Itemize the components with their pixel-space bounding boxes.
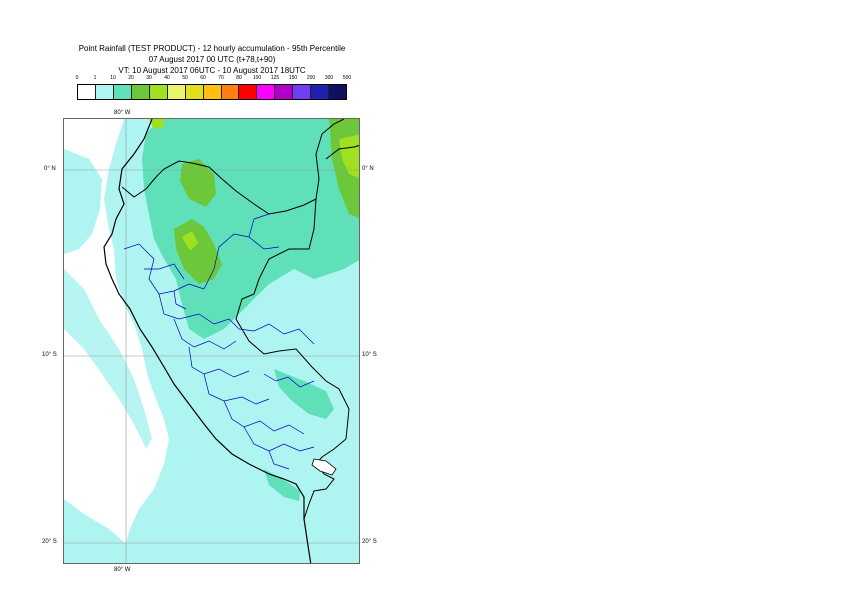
legend-swatch bbox=[149, 85, 168, 99]
legend-tick: 100 bbox=[252, 75, 262, 81]
rain-band-offshore bbox=[64, 269, 152, 449]
coastline bbox=[103, 119, 312, 563]
legend-swatch bbox=[167, 85, 186, 99]
legend-swatch bbox=[185, 85, 204, 99]
title-line-1: Point Rainfall (TEST PRODUCT) - 12 hourl… bbox=[78, 44, 346, 53]
lat-label-right-20s: 20° S bbox=[362, 539, 377, 545]
legend-swatch bbox=[311, 85, 330, 99]
legend-swatch bbox=[329, 85, 347, 99]
rain-band-medium-3 bbox=[264, 469, 300, 501]
lon-label-top: 80° W bbox=[114, 110, 131, 116]
legend-tick: 10 bbox=[110, 75, 116, 81]
rain-band-medium-2 bbox=[274, 369, 334, 419]
rain-band-heavy-2 bbox=[180, 159, 216, 207]
legend-tick: 150 bbox=[288, 75, 298, 81]
legend-tick: 50 bbox=[182, 75, 188, 81]
border-bolivia-peru bbox=[303, 438, 347, 520]
rain-band-heavy-6 bbox=[182, 231, 198, 251]
legend-tick: 80 bbox=[236, 75, 242, 81]
lat-label-left-0n: 0° N bbox=[44, 166, 56, 172]
legend-tick: 60 bbox=[200, 75, 206, 81]
legend-swatch bbox=[257, 85, 276, 99]
rain-band-heavy-4 bbox=[339, 134, 359, 179]
legend-swatch bbox=[221, 85, 240, 99]
border-brazil-east bbox=[325, 145, 359, 160]
legend-tick: 30 bbox=[146, 75, 152, 81]
rain-band-south bbox=[64, 499, 126, 563]
legend-swatch bbox=[203, 85, 222, 99]
legend-tick: 40 bbox=[164, 75, 170, 81]
legend-tick: 70 bbox=[218, 75, 224, 81]
rain-band-heavy-5 bbox=[149, 119, 164, 129]
legend-ticks: 0 1 10 20 30 40 50 60 70 80 100 125 150 … bbox=[70, 75, 360, 84]
legend-swatch bbox=[293, 85, 312, 99]
rain-band-offshore-2 bbox=[64, 149, 102, 254]
lat-label-left-10s: 10° S bbox=[42, 352, 57, 358]
legend-tick: 20 bbox=[128, 75, 134, 81]
legend-tick: 200 bbox=[306, 75, 316, 81]
legend-tick: 125 bbox=[270, 75, 280, 81]
legend-swatch bbox=[131, 85, 150, 99]
map-svg bbox=[64, 119, 359, 563]
legend-tick: 0 bbox=[75, 75, 79, 81]
lake-titicaca bbox=[311, 458, 337, 476]
legend-tick: 500 bbox=[342, 75, 352, 81]
border-brazil-peru bbox=[235, 198, 350, 440]
legend-swatch bbox=[275, 85, 294, 99]
lon-label-bottom: 80° W bbox=[114, 567, 131, 573]
border-ecuador-peru bbox=[121, 160, 317, 215]
title-line-2: 07 August 2017 00 UTC (t+78,t+90) bbox=[148, 55, 276, 64]
lat-label-right-0n: 0° N bbox=[362, 166, 374, 172]
lat-label-left-20s: 20° S bbox=[42, 539, 57, 545]
legend-swatch bbox=[95, 85, 114, 99]
legend-swatch bbox=[78, 85, 96, 99]
legend-swatch bbox=[239, 85, 258, 99]
legend-swatch bbox=[113, 85, 132, 99]
legend-tick: 300 bbox=[324, 75, 334, 81]
lat-label-right-10s: 10° S bbox=[362, 352, 377, 358]
legend-tick: 1 bbox=[93, 75, 97, 81]
rainfall-map[interactable] bbox=[63, 118, 360, 564]
admin-borders bbox=[123, 213, 315, 470]
legend-colorbar bbox=[77, 84, 347, 100]
title-line-3: VT: 10 August 2017 06UTC - 10 August 201… bbox=[118, 66, 306, 75]
border-colombia bbox=[315, 119, 345, 200]
